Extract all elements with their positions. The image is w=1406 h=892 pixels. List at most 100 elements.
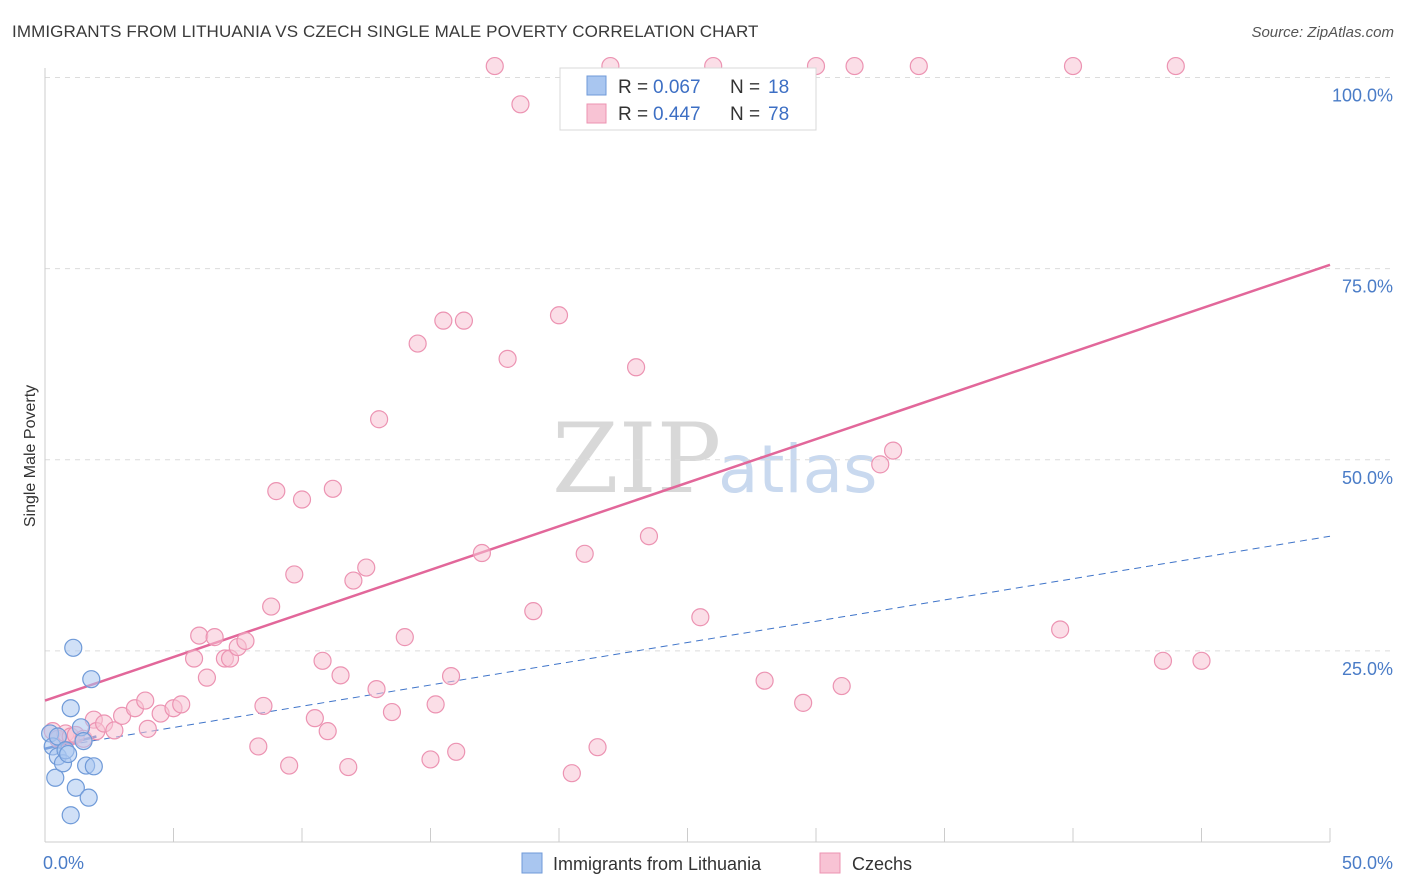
point-czech-47 <box>434 311 453 330</box>
point-czech-17 <box>184 649 204 668</box>
point-czech-16 <box>172 695 191 714</box>
point-czech-42 <box>382 702 402 722</box>
point-czech-12 <box>136 691 155 710</box>
point-czech-61 <box>626 358 646 377</box>
point-czech-26 <box>254 696 273 716</box>
data-points <box>41 56 1211 825</box>
point-lithuania-2 <box>46 768 65 787</box>
point-czech-13 <box>138 719 157 738</box>
point-czech-18 <box>190 626 209 645</box>
point-czech-58 <box>575 544 594 563</box>
gridlines <box>45 77 1392 652</box>
point-lithuania-10 <box>64 638 83 657</box>
y-tick-label-0: 25.0% <box>1342 659 1393 679</box>
point-lithuania-8 <box>61 806 80 825</box>
axes <box>44 68 1331 843</box>
bottom-legend-label-czech: Czechs <box>852 854 912 874</box>
legend-n-label-czech: N = <box>730 104 760 125</box>
point-czech-73 <box>1051 620 1070 639</box>
point-czech-69 <box>845 56 864 76</box>
point-czech-20 <box>205 628 224 647</box>
point-czech-27 <box>262 597 281 616</box>
point-czech-77 <box>1192 651 1211 670</box>
point-czech-30 <box>285 565 304 584</box>
legend-r-value-czech: 0.447 <box>653 104 701 125</box>
point-czech-24 <box>236 631 255 651</box>
point-czech-9 <box>105 721 124 740</box>
point-czech-37 <box>339 757 358 777</box>
point-lithuania-11 <box>66 778 85 797</box>
point-czech-65 <box>755 671 774 690</box>
point-czech-32 <box>305 709 324 728</box>
chart-title: IMMIGRANTS FROM LITHUANIA VS CZECH SINGL… <box>12 22 759 41</box>
point-lithuania-13 <box>74 731 93 751</box>
legend-box: R = 0.067 N = 18 R = 0.447 N = 78 <box>559 67 817 131</box>
x-tick-label-0: 0.0% <box>43 853 84 873</box>
point-czech-36 <box>331 666 350 685</box>
point-czech-48 <box>441 667 461 686</box>
point-czech-66 <box>794 693 813 712</box>
point-czech-68 <box>832 676 851 696</box>
point-czech-52 <box>485 56 504 76</box>
point-czech-55 <box>524 602 543 621</box>
point-czech-49 <box>447 742 466 761</box>
y-tick-label-1: 50.0% <box>1342 468 1393 488</box>
point-czech-76 <box>1166 56 1185 76</box>
y-tick-label-3: 100.0% <box>1332 86 1393 106</box>
watermark-atlas: atlas <box>718 431 878 508</box>
point-czech-62 <box>639 527 659 546</box>
x-tick-label-1: 50.0% <box>1342 853 1393 873</box>
point-czech-54 <box>511 95 530 114</box>
point-czech-44 <box>408 334 427 353</box>
source-credit: Source: ZipAtlas.com <box>1251 24 1394 41</box>
point-czech-57 <box>562 764 581 783</box>
point-czech-53 <box>498 349 517 368</box>
point-czech-75 <box>1153 651 1173 670</box>
point-czech-63 <box>691 608 710 627</box>
point-czech-46 <box>426 695 445 714</box>
point-czech-71 <box>883 441 903 460</box>
point-lithuania-17 <box>84 757 103 776</box>
bottom-legend-swatch-lithuania <box>521 852 543 874</box>
watermark-zip: ZIP <box>552 403 721 515</box>
bottom-legend: Immigrants from Lithuania Czechs <box>521 852 912 874</box>
point-czech-45 <box>421 750 440 769</box>
point-czech-72 <box>909 56 928 76</box>
point-czech-40 <box>367 680 386 699</box>
point-czech-59 <box>588 738 607 757</box>
point-czech-74 <box>1063 56 1083 76</box>
point-czech-19 <box>197 668 217 687</box>
point-czech-51 <box>472 543 491 563</box>
legend-swatch-czech <box>586 103 607 124</box>
point-czech-56 <box>549 306 569 325</box>
bottom-legend-swatch-czech <box>819 852 841 874</box>
y-tick-labels: 25.0% 50.0% 75.0% 100.0% <box>1332 86 1393 679</box>
point-lithuania-15 <box>79 788 98 807</box>
point-czech-50 <box>454 311 474 330</box>
point-czech-34 <box>318 722 337 741</box>
y-tick-label-2: 75.0% <box>1342 277 1393 297</box>
legend-n-label-lithuania: N = <box>730 77 760 98</box>
point-lithuania-4 <box>48 727 67 746</box>
point-czech-31 <box>292 490 312 509</box>
point-czech-28 <box>267 482 286 501</box>
point-lithuania-7 <box>59 744 78 764</box>
legend-r-label-lithuania: R = <box>618 77 648 98</box>
point-czech-33 <box>313 651 332 670</box>
point-czech-29 <box>280 756 299 775</box>
point-czech-25 <box>249 737 268 756</box>
point-czech-39 <box>357 558 376 577</box>
legend-n-value-lithuania: 18 <box>768 77 789 98</box>
x-tick-labels: 0.0% 50.0% <box>43 853 1393 873</box>
legend-swatch-lithuania <box>586 75 607 96</box>
point-lithuania-16 <box>82 670 101 689</box>
point-czech-38 <box>344 571 363 590</box>
y-axis-title: Single Male Poverty <box>22 385 39 527</box>
trend-line-czech <box>44 263 1331 702</box>
legend-r-value-lithuania: 0.067 <box>653 77 701 98</box>
legend-n-value-czech: 78 <box>768 104 789 125</box>
watermark: ZIP atlas <box>552 403 878 515</box>
point-czech-35 <box>323 479 342 498</box>
point-czech-43 <box>395 628 414 647</box>
